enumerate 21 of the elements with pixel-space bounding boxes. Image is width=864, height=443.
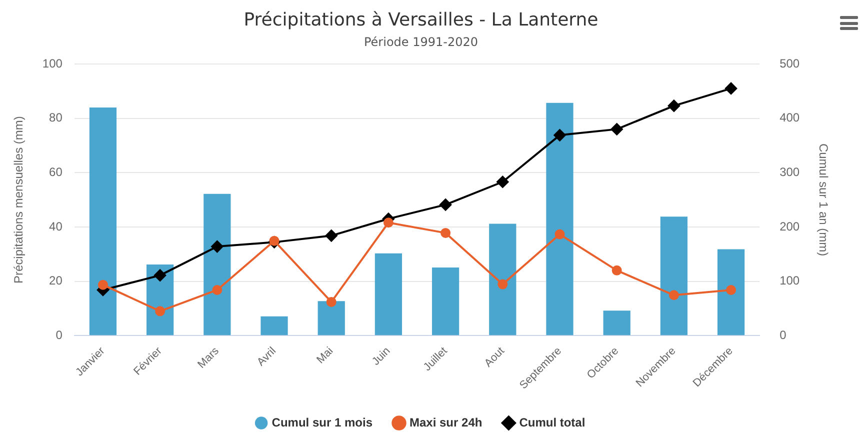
y2-tick-label: 500 xyxy=(780,56,800,70)
legend-label: Maxi sur 24h xyxy=(410,415,482,430)
y2-tick-label: 0 xyxy=(780,328,787,342)
y-tick-label: 100 xyxy=(42,56,63,70)
y-tick-label: 60 xyxy=(49,164,63,179)
chart-title: Précipitations à Versailles - La Lanterne xyxy=(244,9,598,30)
y-axis-title: Précipitations mensuelles (mm) xyxy=(12,116,26,284)
y-tick-label: 0 xyxy=(56,328,63,342)
y-tick-label: 80 xyxy=(49,110,63,125)
y-tick-label: 20 xyxy=(49,274,63,288)
legend-label: Cumul total xyxy=(519,415,586,430)
y2-tick-label: 200 xyxy=(780,219,800,234)
y2-tick-label: 100 xyxy=(780,274,800,288)
y2-tick-label: 300 xyxy=(780,164,800,179)
x-tick-label: Mai xyxy=(314,345,336,366)
y2-tick-label: 400 xyxy=(780,110,800,125)
y2-axis-title: Cumul sur 1 an (mm) xyxy=(816,143,830,256)
chart-subtitle: Période 1991-2020 xyxy=(364,34,478,49)
x-tick-label: Juin xyxy=(370,345,393,368)
legend-label: Cumul sur 1 mois xyxy=(272,415,373,430)
y-tick-label: 40 xyxy=(49,219,63,234)
